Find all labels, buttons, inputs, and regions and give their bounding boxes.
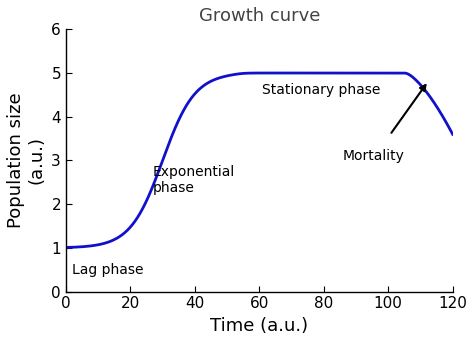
Title: Growth curve: Growth curve <box>199 7 320 25</box>
Text: Exponential
phase: Exponential phase <box>153 165 235 195</box>
Text: Lag phase: Lag phase <box>73 263 144 277</box>
Text: Mortality: Mortality <box>343 149 405 163</box>
X-axis label: Time (a.u.): Time (a.u.) <box>210 317 308 335</box>
Y-axis label: Population size
(a.u.): Population size (a.u.) <box>7 93 46 228</box>
Text: Stationary phase: Stationary phase <box>263 83 381 97</box>
